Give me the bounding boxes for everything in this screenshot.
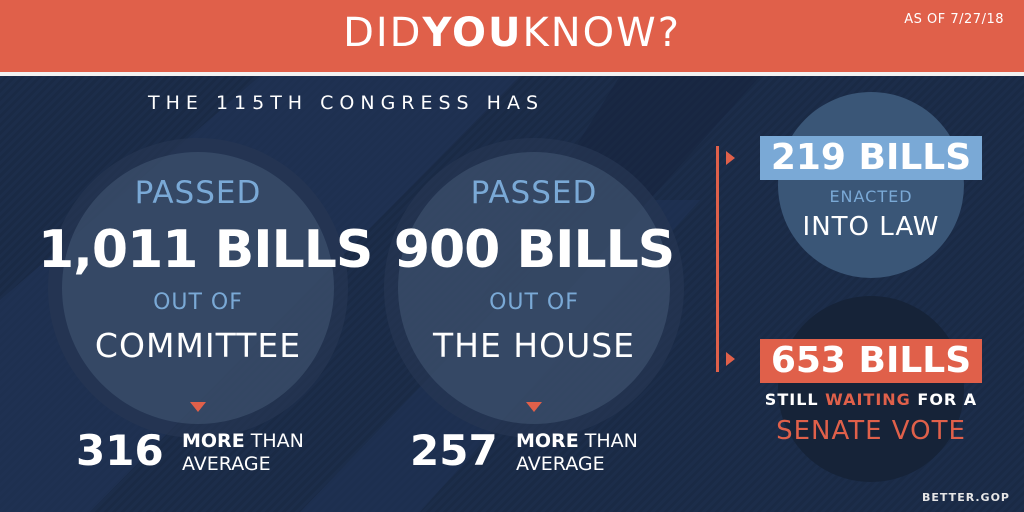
- subheading: THE 115TH CONGRESS HAS: [148, 92, 545, 114]
- committee-delta-text: MORE THAN AVERAGE: [182, 430, 304, 476]
- committee-delta-more: MORE: [182, 430, 245, 452]
- house-delta-than: THAN: [578, 430, 638, 452]
- waiting-bill-count: 653 BILLS: [760, 339, 982, 383]
- house-passed-label: PASSED: [470, 175, 598, 211]
- waiting-circle: [778, 296, 964, 482]
- house-bill-count: 900 BILLS: [393, 220, 675, 280]
- house-circle: [398, 152, 670, 424]
- house-delta-average: AVERAGE: [516, 453, 605, 475]
- waiting-emphasis: WAITING: [825, 390, 911, 409]
- enacted-line1: ENACTED: [829, 187, 913, 206]
- as-of-date: AS OF 7/27/18: [904, 12, 1004, 27]
- waiting-pointer-icon: [726, 352, 735, 366]
- house-out-of-label: OUT OF: [489, 290, 579, 315]
- title-part-know: KNOW?: [522, 10, 681, 56]
- enacted-line2: INTO LAW: [802, 212, 940, 242]
- page-title: DIDYOUKNOW?: [0, 10, 1024, 56]
- committee-bill-count: 1,011 BILLS: [38, 220, 373, 280]
- waiting-line2: SENATE VOTE: [776, 416, 966, 446]
- title-part-did: DID: [343, 10, 423, 56]
- house-delta-text: MORE THAN AVERAGE: [516, 430, 638, 476]
- committee-target-label: COMMITTEE: [94, 326, 302, 365]
- house-down-arrow-icon: [526, 402, 542, 412]
- house-target-label: THE HOUSE: [432, 326, 636, 365]
- waiting-still: STILL: [764, 390, 826, 409]
- enacted-circle: [778, 92, 964, 278]
- committee-delta-than: THAN: [244, 430, 304, 452]
- enacted-pointer-icon: [726, 151, 735, 165]
- committee-passed-label: PASSED: [134, 175, 262, 211]
- waiting-for-a: FOR A: [910, 390, 978, 409]
- committee-delta: 316: [76, 426, 164, 475]
- house-delta-more: MORE: [516, 430, 579, 452]
- header-banner: [0, 0, 1024, 72]
- enacted-bill-count: 219 BILLS: [760, 136, 982, 180]
- house-delta: 257: [410, 426, 498, 475]
- committee-down-arrow-icon: [190, 402, 206, 412]
- committee-circle: [62, 152, 334, 424]
- title-part-you: YOU: [422, 10, 523, 56]
- timeline-line: [716, 146, 719, 372]
- header-divider: [0, 72, 1024, 76]
- footer-brand: BETTER.GOP: [922, 491, 1010, 504]
- waiting-line1: STILL WAITING FOR A: [752, 390, 990, 409]
- committee-delta-average: AVERAGE: [182, 453, 271, 475]
- committee-out-of-label: OUT OF: [153, 290, 243, 315]
